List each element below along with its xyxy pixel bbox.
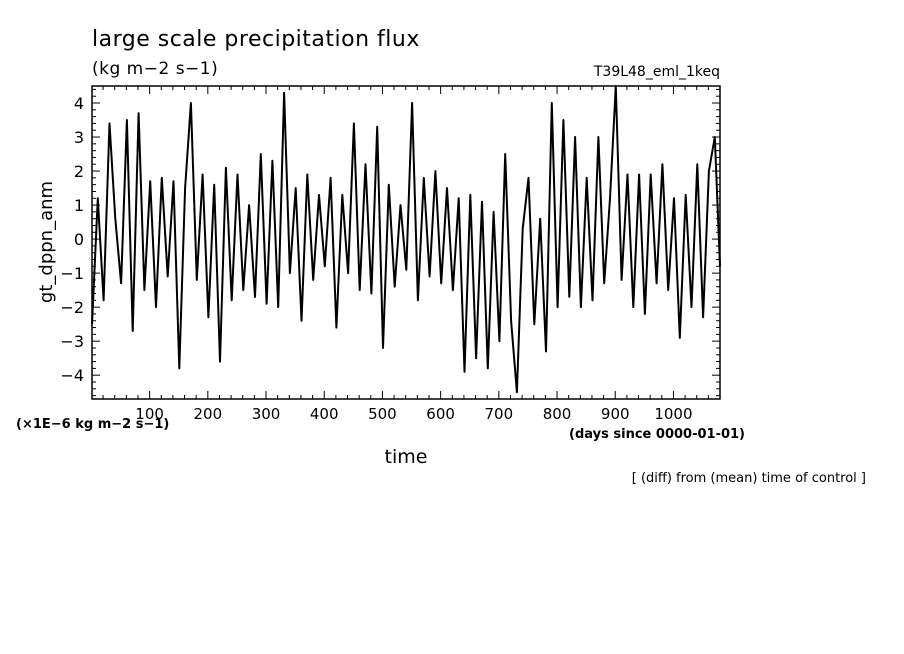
x-tick-label: 400 xyxy=(310,405,339,423)
run-label: T39L48_eml_1keq xyxy=(593,64,720,80)
x-units-note: (days since 0000-01-01) xyxy=(569,427,745,442)
chart-title: large scale precipitation flux xyxy=(92,27,420,52)
y-scale-note: (×1E−6 kg m−2 s−1) xyxy=(16,417,169,432)
y-tick-label: 4 xyxy=(74,94,84,113)
x-tick-label: 900 xyxy=(601,405,630,423)
y-tick-label: −2 xyxy=(60,298,84,317)
y-tick-label: 2 xyxy=(74,162,84,181)
y-tick-label: 3 xyxy=(74,128,84,147)
x-axis: 100 200 300 400 500 600 700 800 900 1000 xyxy=(102,86,721,423)
x-tick-label: 200 xyxy=(194,405,223,423)
y-tick-label: −1 xyxy=(60,264,84,283)
series-line xyxy=(91,85,721,394)
units-label: (kg m−2 s−1) xyxy=(92,59,218,79)
footnote: [ (diff) from (mean) time of control ] xyxy=(632,471,866,486)
y-tick-label: −3 xyxy=(60,332,84,351)
x-axis-label: time xyxy=(385,446,428,468)
x-tick-label: 100 xyxy=(135,405,164,423)
plot-frame xyxy=(91,85,721,400)
x-tick-label: 500 xyxy=(368,405,397,423)
x-tick-label: 1000 xyxy=(654,405,692,423)
y-axis-label: gt_dppn_anm xyxy=(36,181,57,303)
y-tick-label: 0 xyxy=(74,230,84,249)
y-axis: −4 −3 −2 −1 0 1 2 3 4 xyxy=(60,88,720,397)
x-tick-label: 600 xyxy=(426,405,455,423)
x-tick-label: 700 xyxy=(485,405,514,423)
y-tick-label: −4 xyxy=(60,366,84,385)
x-tick-label: 800 xyxy=(543,405,572,423)
x-tick-label: 300 xyxy=(252,405,281,423)
y-tick-label: 1 xyxy=(74,196,84,215)
